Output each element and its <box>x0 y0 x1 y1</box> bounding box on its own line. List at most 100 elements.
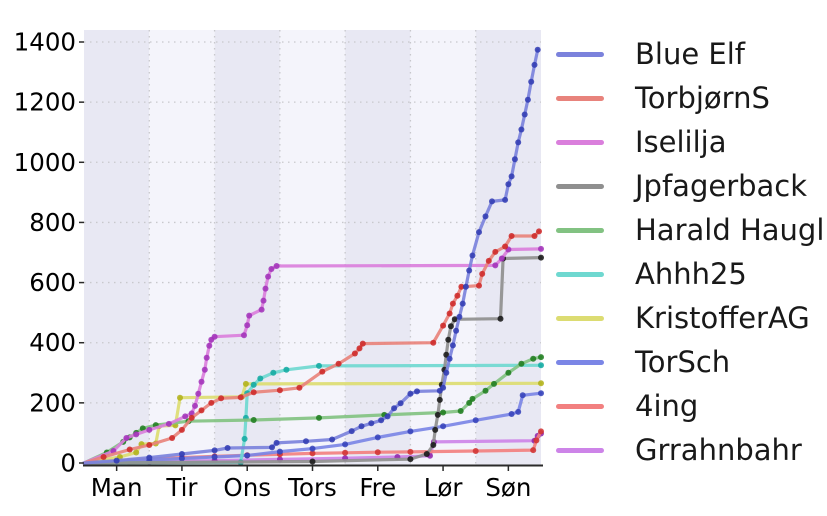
series-marker <box>178 426 185 433</box>
series-marker <box>453 327 460 334</box>
series-marker <box>430 339 437 346</box>
series-marker <box>303 438 309 445</box>
series-marker <box>530 447 537 454</box>
series-marker <box>518 126 525 133</box>
series-marker <box>178 451 185 457</box>
series-marker <box>466 267 473 274</box>
series-marker <box>177 394 183 401</box>
series-marker <box>436 396 443 403</box>
series-marker <box>178 455 185 462</box>
series-marker <box>265 273 272 280</box>
series-marker <box>123 435 130 441</box>
y-tick-label-200: 200 <box>29 388 76 417</box>
series-marker <box>451 316 458 323</box>
series-marker <box>260 297 267 304</box>
series-marker <box>342 449 349 456</box>
series-marker <box>218 395 225 402</box>
legend-label: 4ing <box>635 389 699 423</box>
series-marker <box>536 228 542 235</box>
series-marker <box>316 362 322 369</box>
series-marker <box>489 198 495 205</box>
series-marker <box>198 407 205 414</box>
series-marker <box>497 315 504 322</box>
series-marker <box>146 442 153 448</box>
day-band-man <box>84 30 150 465</box>
series-marker <box>519 392 526 399</box>
x-tick-label-tors: Tors <box>287 473 337 502</box>
day-band-tors <box>279 30 346 465</box>
series-marker <box>538 428 544 435</box>
legend-label: Grrahnbahr <box>635 433 802 467</box>
x-tick-label-ons: Ons <box>223 473 271 502</box>
series-marker <box>329 436 336 443</box>
legend-swatch <box>556 359 604 365</box>
score-chart: 0 200 400 600 800 1000 1200 1400 Man Tir Ons Tors Fr… <box>14 28 544 502</box>
series-marker <box>195 390 202 397</box>
series-marker <box>528 78 535 85</box>
series-marker <box>407 428 414 435</box>
y-tick-label-1400: 1400 <box>14 28 76 57</box>
series-marker <box>188 414 195 421</box>
series-marker <box>524 96 531 103</box>
legend-label: KristofferAG <box>635 301 810 335</box>
legend-label: Harald Haugl <box>635 213 825 247</box>
series-marker <box>476 229 482 236</box>
series-marker <box>498 255 505 262</box>
legend-label: Jpfagerback <box>635 169 808 203</box>
day-band-tir <box>149 30 215 465</box>
series-marker <box>244 452 251 459</box>
x-tick-label-tir: Tir <box>165 473 198 502</box>
series-marker <box>296 384 303 391</box>
series-marker <box>469 252 476 259</box>
series-marker <box>407 448 414 455</box>
series-marker <box>374 434 381 441</box>
series-marker <box>165 420 172 427</box>
series-marker <box>241 332 247 339</box>
series-marker <box>262 285 269 292</box>
series-marker <box>472 448 479 454</box>
series-marker <box>492 262 499 269</box>
series-marker <box>113 457 120 464</box>
legend-label: Ahhh25 <box>635 257 747 291</box>
series-marker <box>319 368 326 375</box>
legend-swatch <box>556 447 604 453</box>
series-marker <box>133 449 140 456</box>
series-marker <box>515 408 522 415</box>
series-marker <box>518 360 525 367</box>
legend-item-iselilja: Iselilja <box>556 124 727 160</box>
series-marker <box>203 354 210 361</box>
series-marker <box>449 342 456 349</box>
series-marker <box>505 369 512 376</box>
series-marker <box>538 354 544 361</box>
series-marker <box>491 380 497 387</box>
series-marker <box>391 405 398 412</box>
series-marker <box>206 342 213 349</box>
series-marker <box>443 369 450 376</box>
series-marker <box>502 196 509 203</box>
series-marker <box>211 447 218 454</box>
series-marker <box>208 399 215 406</box>
legend-swatch <box>556 271 604 277</box>
series-marker <box>309 445 316 452</box>
series-marker <box>538 362 544 369</box>
series-marker <box>434 411 441 418</box>
series-marker <box>538 254 544 261</box>
series-marker <box>146 426 153 433</box>
series-marker <box>335 360 342 367</box>
series-marker <box>472 417 479 424</box>
series-marker <box>454 292 461 299</box>
legend-swatch <box>556 95 604 101</box>
series-marker <box>374 449 381 456</box>
y-tick-label-400: 400 <box>29 328 76 357</box>
series-marker <box>538 380 544 387</box>
series-marker <box>224 445 231 451</box>
series-marker <box>309 458 316 465</box>
series-marker <box>276 387 283 394</box>
x-tick-label-fre: Fre <box>359 473 396 502</box>
series-marker <box>508 411 515 417</box>
series-marker <box>250 381 257 388</box>
legend-label: TorSch <box>635 345 731 379</box>
series-marker <box>440 322 447 329</box>
series-marker <box>492 248 499 255</box>
series-marker <box>342 441 349 448</box>
